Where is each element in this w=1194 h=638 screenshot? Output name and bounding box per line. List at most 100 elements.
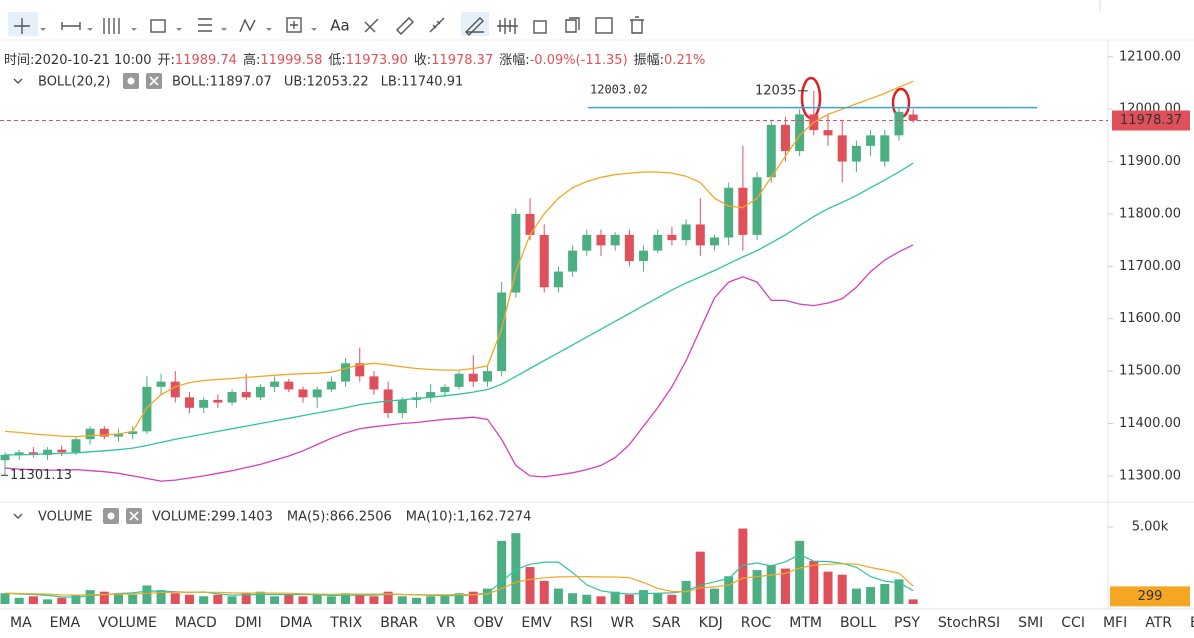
candle-body [624,234,634,262]
tool-crosshair[interactable] [14,18,30,34]
volume-bar [241,593,251,604]
indicator-tab[interactable]: RSI [570,615,593,631]
candle-body [341,363,351,382]
indicator-tab[interactable]: EMV [521,615,552,631]
volume-bar [0,593,10,604]
candle-body [355,363,365,377]
indicator-tab[interactable]: SMI [1018,615,1043,631]
volume-bar [837,574,847,604]
tool-eraser[interactable] [396,17,414,35]
boll-legend-value: UB:12053.22 [284,75,369,90]
candle-body [28,452,38,455]
indicator-tab[interactable]: VOLUME [98,615,157,631]
tool-measure[interactable] [286,17,302,33]
info-value: 11989.74 [175,53,237,68]
tool-vlines[interactable] [103,18,120,34]
volume-bar [156,590,166,604]
indicator-tab[interactable]: SAR [652,615,681,631]
indicator-tab[interactable]: BRAR [380,615,418,631]
volume-title: VOLUME [38,510,92,525]
candle-body [369,376,379,390]
volume-bar [539,580,549,604]
volume-bar [468,591,478,604]
volume-bar [184,594,194,604]
candle-body [255,386,265,398]
tool-delete[interactable] [630,16,644,34]
indicator-tab[interactable]: MA [10,615,32,631]
candle-body [710,237,719,246]
indicator-tab[interactable]: KDJ [699,615,723,631]
volume-bar [255,591,265,604]
indicator-tab[interactable]: DMI [235,615,262,631]
tool-measure-plus [290,21,298,29]
volume-bar [752,570,762,604]
candle-body [270,381,280,387]
candle-body [14,452,24,455]
volume-bar [170,593,180,604]
candle-body [866,135,876,146]
ohlc-info: 时间:2020-10-21 10:00 开:11989.74 高:11999.58 低… [4,52,705,68]
indicator-tab[interactable]: MACD [175,615,217,631]
candle-body [213,399,223,403]
volume-ma-line [4,554,914,598]
indicator-tab[interactable]: MFI [1103,615,1127,631]
indicator-tab[interactable]: TRIX [329,615,362,631]
last-volume-label: 299 [1138,589,1163,604]
info-value: 11973.90 [346,53,408,68]
last-price-label: 11978.37 [1120,113,1182,128]
info-label: 振幅: [634,53,664,68]
volume-bar [326,596,336,604]
y-tick-label: 11800.00 [1119,206,1181,221]
candle-body [497,292,507,372]
tool-ruler[interactable] [429,17,445,33]
candle-body [539,234,549,288]
candle-body [738,187,748,235]
candle-body [397,399,407,414]
volume-bar [582,594,592,604]
tool-rect[interactable] [150,19,166,33]
tool-snapshot[interactable] [595,17,613,34]
indicator-tab[interactable]: ROC [741,615,772,631]
candle-body [454,373,464,387]
candle-body [57,449,67,453]
volume-bar [866,587,876,604]
indicator-tab[interactable]: BOLL [840,615,876,631]
indicator-tab[interactable]: BBW [1190,615,1194,631]
collapse-volume[interactable] [13,513,23,519]
volume-bar [851,588,861,604]
collapse-boll[interactable] [13,78,23,84]
candle-body [653,234,663,251]
tool-draw[interactable] [465,17,484,36]
candle-body [426,392,436,398]
candle-body [71,439,81,453]
indicator-tab[interactable]: WR [611,615,635,631]
indicator-tab[interactable]: EMA [50,615,81,631]
tool-lock[interactable] [497,18,518,34]
info-value: -0.09%(-11.35) [530,53,628,68]
tool-text[interactable]: Aa [330,17,349,35]
candle-body [241,392,251,398]
indicator-tab[interactable]: ATR [1145,615,1172,631]
tool-crosshair-active[interactable] [8,12,38,36]
tool-wave[interactable] [239,18,256,33]
indicator-tab[interactable]: OBV [474,615,504,631]
tool-fib[interactable] [198,18,212,32]
indicator-tab[interactable]: DMA [280,615,313,631]
indicator-tab[interactable]: PSY [894,615,920,631]
last-price-box [1112,110,1190,131]
tool-pattern[interactable] [364,18,379,33]
info-value: 11978.37 [431,53,493,68]
volume-bar [780,568,790,604]
tool-magnet[interactable] [533,20,547,34]
tool-hline[interactable] [61,22,81,30]
volume-bar [369,596,379,604]
indicator-tab[interactable]: StochRSI [938,615,1000,631]
volume-bar [128,594,138,604]
indicator-tab[interactable]: MTM [789,615,822,631]
indicator-tab[interactable]: CCI [1061,615,1085,631]
candle-body [43,449,53,455]
volume-bar [738,528,748,604]
indicator-tab[interactable]: VR [436,615,456,631]
tool-copy[interactable] [565,17,580,33]
